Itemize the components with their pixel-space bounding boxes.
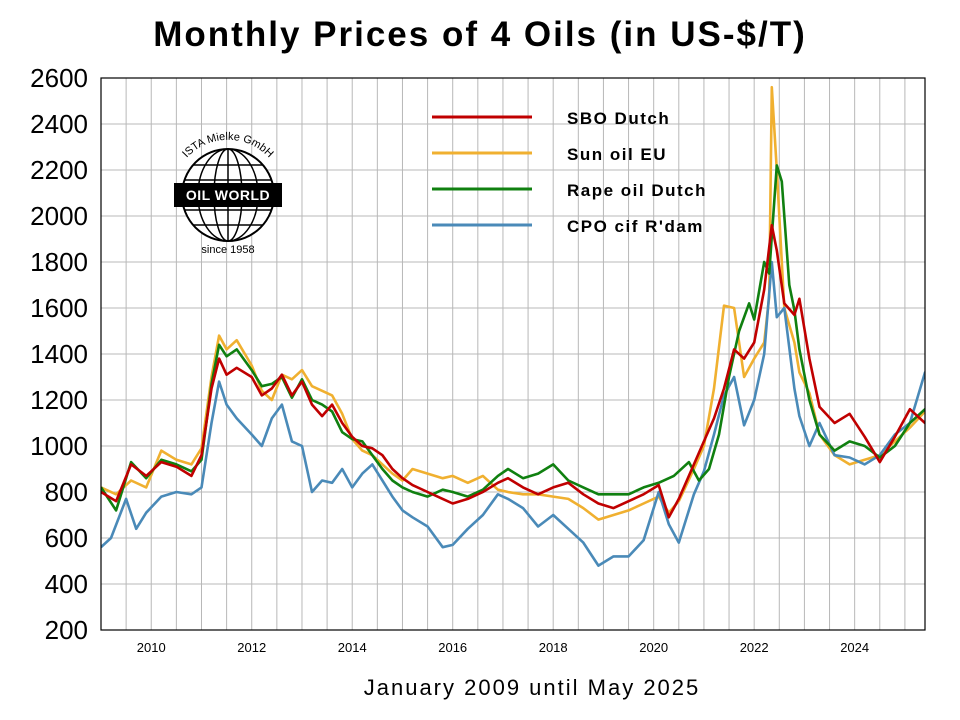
legend-label: CPO cif R'dam <box>567 217 704 236</box>
logo-bar-text: OIL WORLD <box>186 187 270 203</box>
x-axis-label: January 2009 until May 2025 <box>364 675 701 700</box>
y-tick-label: 1600 <box>30 293 88 323</box>
y-tick-label: 400 <box>45 569 88 599</box>
series-layer <box>101 85 925 567</box>
chart-title: Monthly Prices of 4 Oils (in US-$/T) <box>153 15 806 54</box>
y-tick-label: 600 <box>45 523 88 553</box>
y-tick-label: 2400 <box>30 109 88 139</box>
x-tick-label: 2022 <box>740 640 769 655</box>
y-tick-label: 1400 <box>30 339 88 369</box>
legend-label: Rape oil Dutch <box>567 181 707 200</box>
legend: SBO Dutch Sun oil EU Rape oil Dutch CPO cif… <box>432 109 707 236</box>
y-tick-label: 200 <box>45 615 88 645</box>
x-tick-label: 2012 <box>237 640 266 655</box>
logo-since-text: since 1958 <box>201 244 254 256</box>
y-axis-ticks: 200 400 600 800 1000 1200 1400 1600 1800 2000 2200… <box>30 63 88 645</box>
y-tick-label: 1800 <box>30 247 88 277</box>
y-tick-label: 2600 <box>30 63 88 93</box>
y-tick-label: 2000 <box>30 201 88 231</box>
x-tick-label: 2024 <box>840 640 869 655</box>
y-tick-label: 800 <box>45 477 88 507</box>
x-tick-label: 2020 <box>639 640 668 655</box>
series-line-sun-oil-eu <box>101 85 925 521</box>
logo-bar <box>174 183 282 207</box>
x-tick-label: 2016 <box>438 640 467 655</box>
x-tick-label: 2010 <box>137 640 166 655</box>
oil-world-logo: OIL WORLD ISTA Mielke GmbH since 1958 <box>174 131 282 256</box>
series-line-sbo-dutch <box>101 223 925 519</box>
y-tick-label: 2200 <box>30 155 88 185</box>
series-line-cpo-cif-r-dam <box>101 260 925 567</box>
legend-label: Sun oil EU <box>567 145 667 164</box>
x-tick-label: 2018 <box>539 640 568 655</box>
x-axis-ticks: 2010 2012 2014 2016 2018 2020 2022 2024 <box>137 640 869 655</box>
y-tick-label: 1200 <box>30 385 88 415</box>
x-tick-label: 2014 <box>338 640 367 655</box>
y-tick-label: 1000 <box>30 431 88 461</box>
plot-frame <box>100 77 926 631</box>
series-line-rape-oil-dutch <box>101 164 925 512</box>
legend-label: SBO Dutch <box>567 109 670 128</box>
